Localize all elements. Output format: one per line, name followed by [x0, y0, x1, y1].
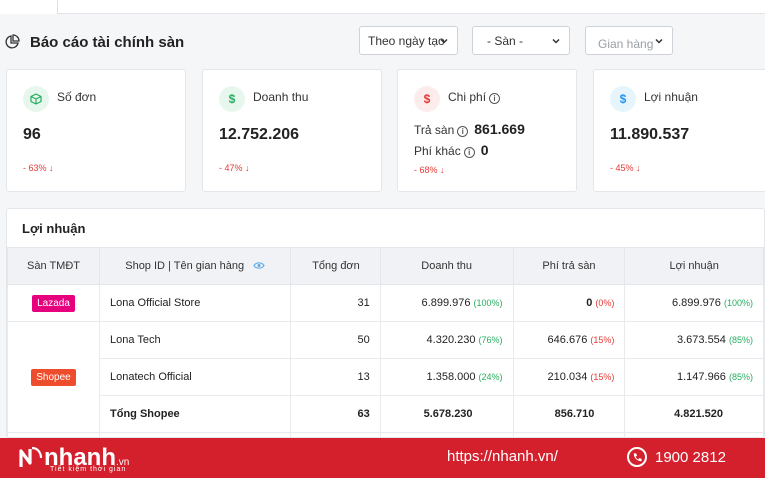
col-header-orders: Tổng đơn — [290, 247, 381, 285]
info-icon[interactable]: i — [457, 126, 469, 137]
hotline[interactable]: 1900 2812 — [627, 447, 726, 467]
total-fee: 856.710 — [512, 395, 626, 433]
lazada-badge: Lazada — [32, 294, 75, 312]
table-row: Lazada Lona Official Store 31 6.899.976 … — [7, 284, 764, 322]
total-revenue: 5.678.230 — [379, 395, 514, 433]
profit-label: Lợi nhuận — [644, 90, 698, 104]
shop-name[interactable]: Lona Official Store — [99, 284, 292, 322]
other-fee-row: Phí khác i 0 — [414, 142, 489, 158]
slogan: Tiết kiệm thời gian — [50, 466, 127, 473]
orders-cell: 13 — [290, 358, 381, 396]
orders-change: - 63% ↓ — [23, 163, 54, 173]
dollar-icon: $ — [219, 86, 245, 112]
revenue-cell: 6.899.976 (100%) — [379, 284, 514, 322]
cost-label: Chi phí i — [448, 90, 501, 104]
shop-name[interactable]: Lonatech Official — [99, 358, 292, 396]
profit-change: - 45% ↓ — [610, 163, 641, 173]
profit-value: 11.890.537 — [610, 126, 690, 143]
orders-label: Số đơn — [57, 90, 97, 104]
shop-select[interactable]: Gian hàng — [585, 26, 673, 55]
chevron-down-icon — [552, 38, 560, 44]
arrow-down-icon: ↓ — [636, 163, 641, 173]
dollar-icon: $ — [414, 86, 440, 112]
phone-icon — [627, 447, 647, 467]
info-icon[interactable]: i — [463, 147, 475, 158]
revenue-value: 12.752.206 — [219, 126, 300, 143]
active-tab[interactable] — [0, 0, 58, 14]
box-icon — [23, 86, 49, 112]
info-icon[interactable]: i — [489, 93, 501, 104]
orders-cell: 31 — [290, 284, 381, 322]
arrow-down-icon: ↓ — [440, 165, 445, 175]
pie-chart-icon — [5, 34, 20, 49]
orders-card: Số đơn 96 - 63% ↓ — [6, 69, 186, 192]
profit-table-panel: Lợi nhuận Sàn TMĐT Shop ID | Tên gian hà… — [6, 208, 765, 438]
revenue-cell: 4.320.230 (76%) — [379, 321, 514, 359]
col-header-profit: Lợi nhuận — [624, 247, 764, 285]
date-type-value: Theo ngày tạo — [368, 34, 445, 48]
shop-name[interactable]: Lona Tech — [99, 321, 292, 359]
eye-icon[interactable] — [253, 261, 265, 270]
chevron-down-icon — [655, 38, 663, 44]
total-profit: 4.821.520 — [624, 395, 764, 433]
footer-banner: nhanh.vn Tiết kiệm thời gian https://nha… — [0, 438, 765, 478]
profit-cell: 1.147.966 (85%) — [624, 358, 764, 396]
table-header-row: Sàn TMĐT Shop ID | Tên gian hàng Tổng đơ… — [7, 247, 764, 285]
profit-table: Sàn TMĐT Shop ID | Tên gian hàng Tổng đơ… — [7, 247, 764, 437]
page-title: Báo cáo tài chính sàn — [30, 34, 185, 51]
col-header-shop[interactable]: Shop ID | Tên gian hàng — [99, 247, 292, 285]
revenue-change: - 47% ↓ — [219, 163, 250, 173]
revenue-cell: 1.358.000 (24%) — [379, 358, 514, 396]
col-header-revenue: Doanh thu — [379, 247, 514, 285]
report-header: Báo cáo tài chính sàn Theo ngày tạo - Sà… — [0, 24, 765, 60]
total-orders: 63 — [290, 395, 381, 433]
orders-cell: 50 — [290, 321, 381, 359]
top-tab-strip — [0, 0, 765, 14]
arrow-down-icon: ↓ — [49, 163, 54, 173]
profit-cell: 6.899.976 (100%) — [624, 284, 764, 322]
other-fee-value: 0 — [480, 142, 489, 158]
total-row: Tổng Shopee 63 5.678.230 856.710 4.821.5… — [8, 395, 764, 433]
chevron-down-icon — [440, 38, 448, 44]
dollar-icon: $ — [610, 86, 636, 112]
platform-select[interactable]: - Sàn - — [472, 26, 570, 55]
platform-cell: Lazada — [7, 284, 101, 322]
phone-number: 1900 2812 — [655, 448, 726, 466]
col-header-platform: Sàn TMĐT — [7, 247, 101, 285]
panel-title: Lợi nhuận — [22, 221, 86, 236]
profit-cell: 3.673.554 (85%) — [624, 321, 764, 359]
marketplace-fee-value: 861.669 — [474, 121, 525, 137]
platform-value: - Sàn - — [487, 34, 524, 48]
fee-cell: 0 (0%) — [512, 284, 626, 322]
revenue-label: Doanh thu — [253, 90, 309, 104]
total-label: Tổng Shopee — [99, 395, 292, 433]
logo-mark-icon — [19, 446, 43, 467]
table-row: Shopee Lona Tech 50 4.320.230 (76%) 646.… — [7, 321, 764, 433]
arrow-down-icon: ↓ — [245, 163, 250, 173]
col-header-fee: Phí trả sàn — [512, 247, 626, 285]
marketplace-fee-row: Trả sàn i 861.669 — [414, 121, 525, 137]
profit-card: $ Lợi nhuận 11.890.537 - 45% ↓ — [593, 69, 765, 192]
cost-card: $ Chi phí i Trả sàn i 861.669 Phí khác i 0 - … — [397, 69, 577, 192]
website-link[interactable]: https://nhanh.vn/ — [447, 448, 558, 465]
shopee-badge: Shopee — [31, 368, 76, 386]
fee-cell: 210.034 (15%) — [512, 358, 626, 396]
platform-cell: Shopee — [7, 321, 101, 433]
table-row-partial — [7, 432, 764, 437]
table-row: Lonatech Official 13 1.358.000 (24%) 210… — [8, 358, 764, 396]
orders-value: 96 — [23, 126, 41, 143]
cost-change: - 68% ↓ — [414, 165, 445, 175]
shop-placeholder: Gian hàng — [598, 37, 654, 51]
fee-cell: 646.676 (15%) — [512, 321, 626, 359]
date-type-select[interactable]: Theo ngày tạo — [359, 26, 458, 55]
revenue-card: $ Doanh thu 12.752.206 - 47% ↓ — [202, 69, 382, 192]
nhanh-logo[interactable]: nhanh.vn — [18, 444, 129, 472]
